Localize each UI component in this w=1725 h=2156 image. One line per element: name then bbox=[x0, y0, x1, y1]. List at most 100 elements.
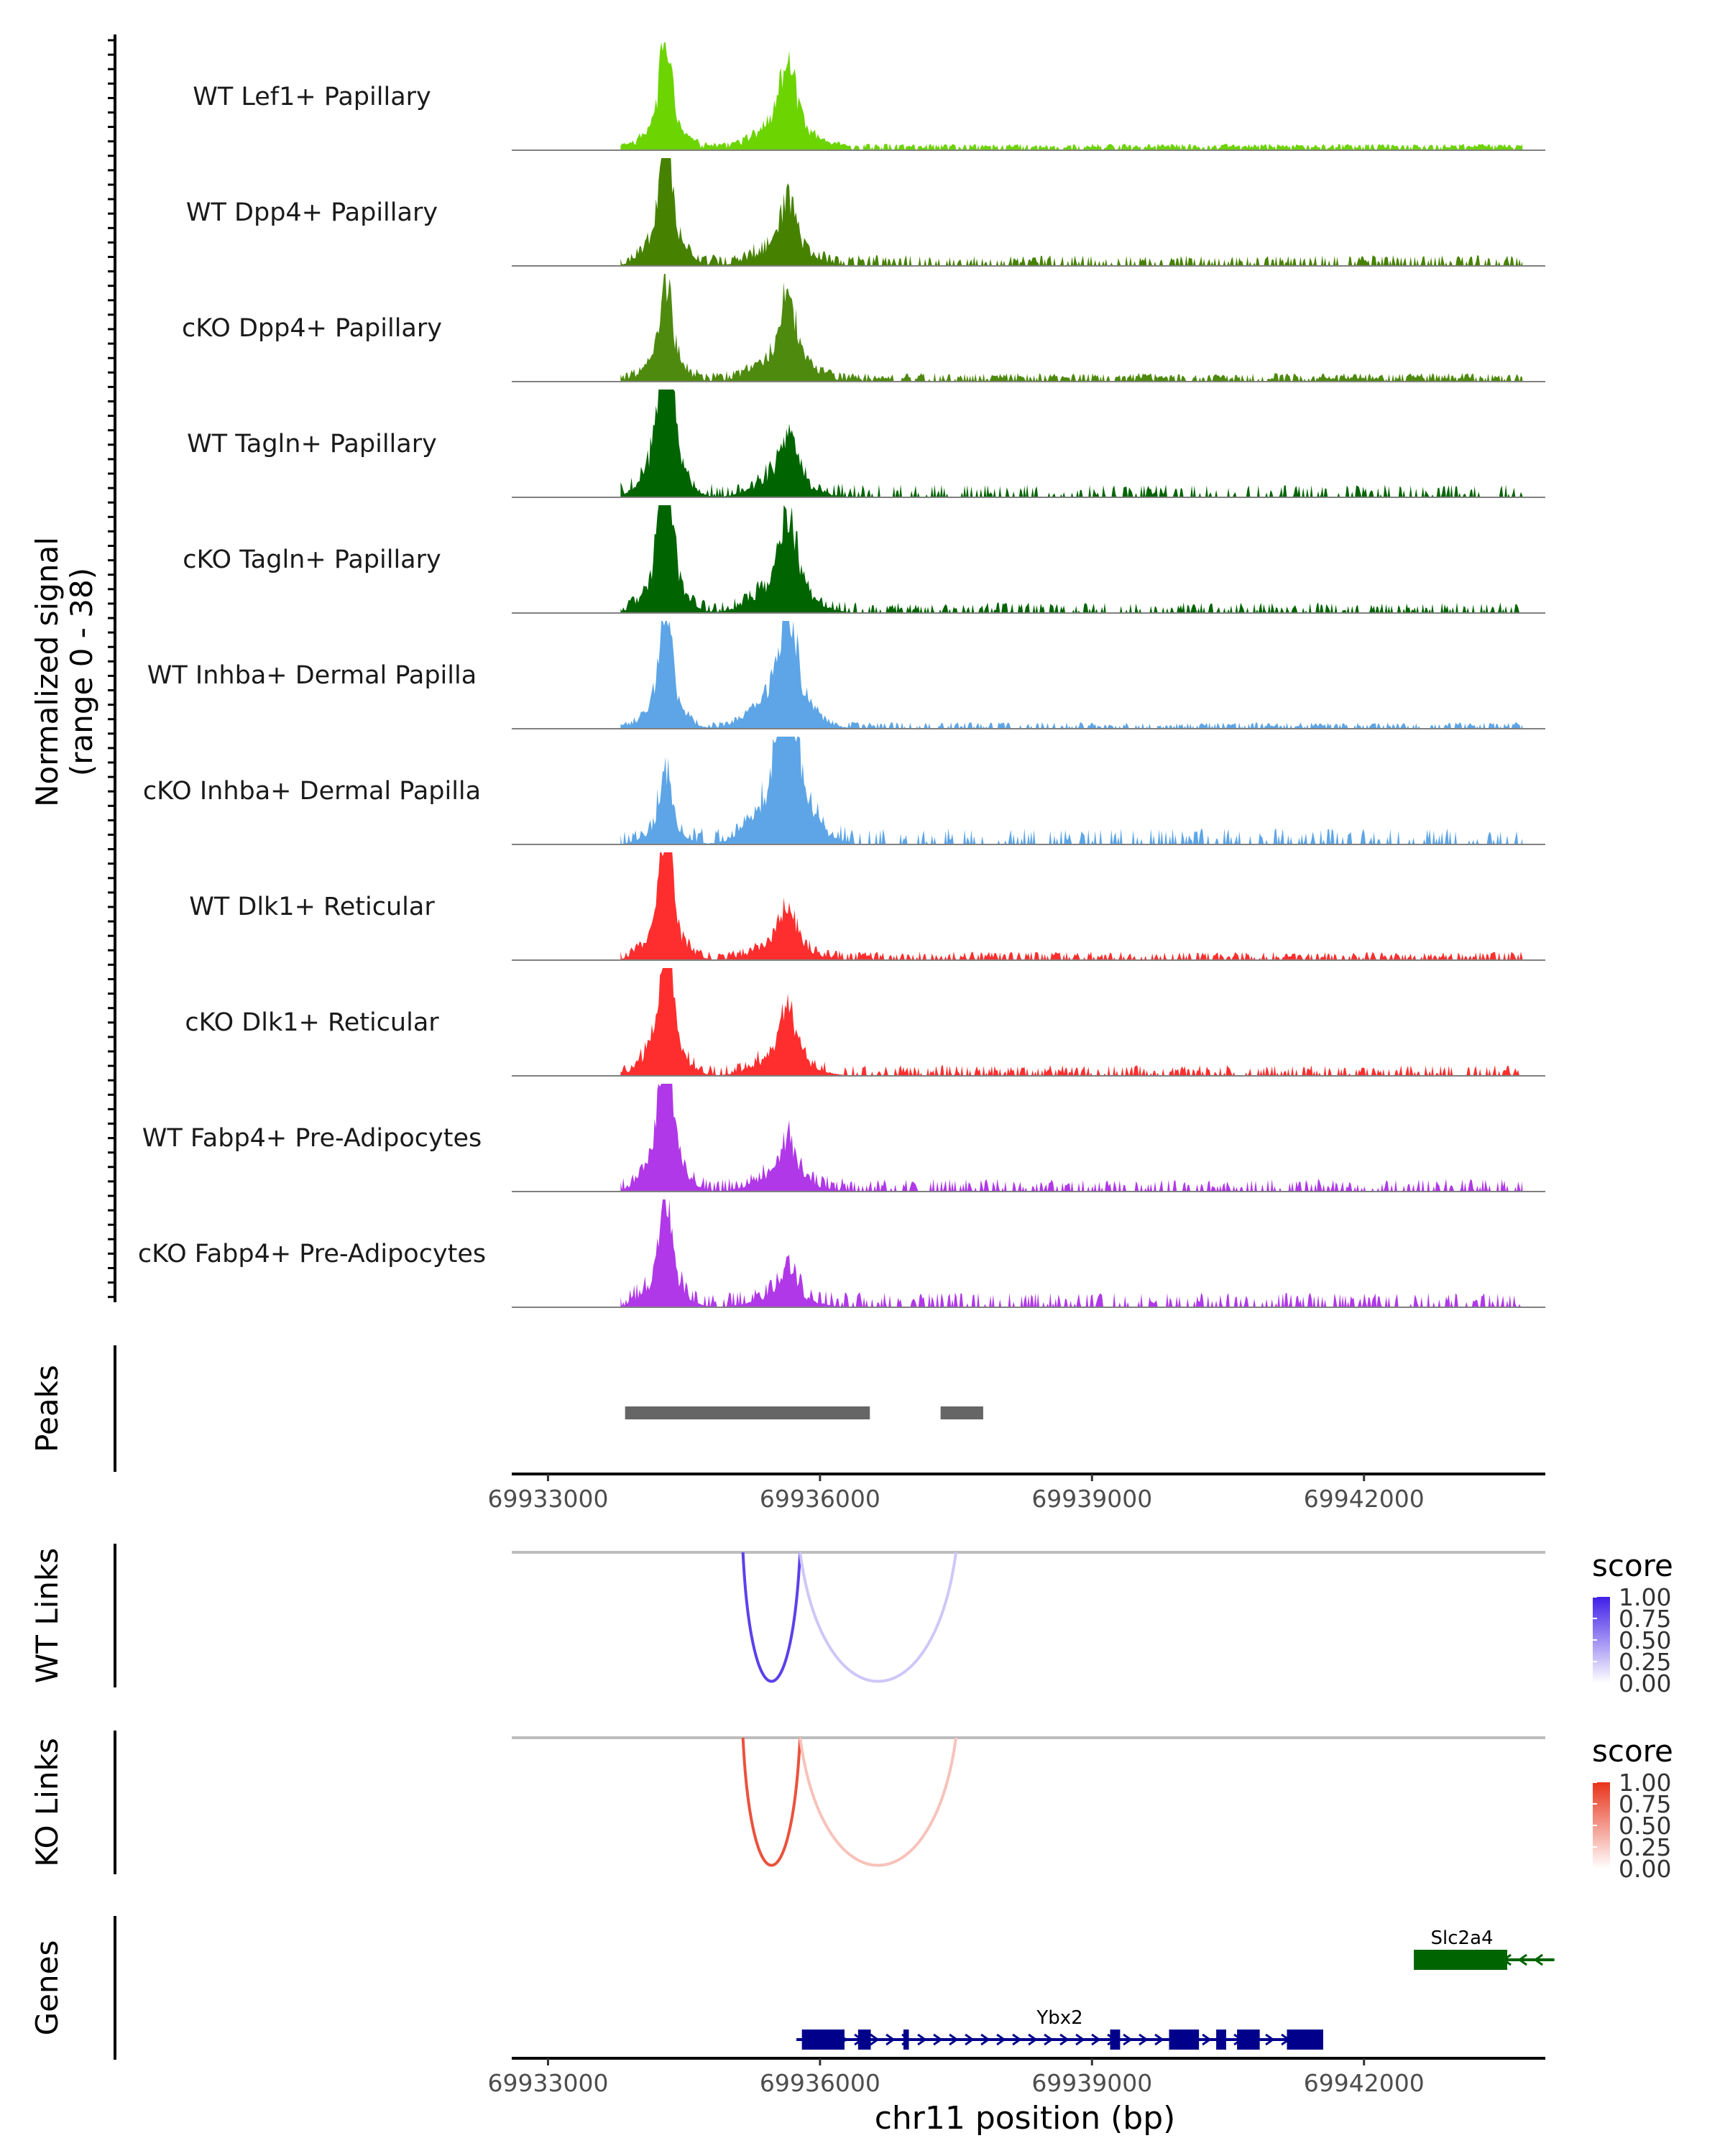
x-axis-title: chr11 position (bp) bbox=[875, 2100, 1176, 2137]
strand-arrow bbox=[1533, 1953, 1543, 1966]
strand-arrow bbox=[965, 2033, 975, 2046]
track-label: WT Tagln+ Papillary bbox=[187, 430, 437, 459]
gene-name: Slc2a4 bbox=[1431, 1927, 1494, 1949]
coverage-ylabel-line2: (range 0 - 38) bbox=[64, 568, 99, 776]
strand-arrow bbox=[1123, 2033, 1133, 2046]
strand-arrow bbox=[1075, 2033, 1085, 2046]
wt-links-label: WT Links bbox=[29, 1548, 65, 1683]
coverage-track-2: cKO Dpp4+ Papillary bbox=[182, 274, 1545, 382]
peaks-label: Peaks bbox=[29, 1365, 65, 1452]
x-tick-label: 69939000 bbox=[1031, 2069, 1152, 2097]
strand-arrow bbox=[917, 2033, 927, 2046]
x-tick-label: 69942000 bbox=[1304, 1485, 1425, 1513]
coverage-track-10: cKO Fabp4+ Pre-Adipocytes bbox=[138, 1199, 1545, 1308]
legend-tick-label: 0.00 bbox=[1619, 1669, 1671, 1697]
exon-6 bbox=[1237, 2030, 1260, 2050]
track-label: cKO Dpp4+ Papillary bbox=[182, 314, 442, 343]
coverage-track-3: WT Tagln+ Papillary bbox=[187, 390, 1545, 498]
track-label: cKO Dlk1+ Reticular bbox=[185, 1008, 439, 1037]
legend-tick-label: 0.25 bbox=[1619, 1833, 1671, 1861]
ko-links-panel: KO Links score 1.000.750.500.250.00 bbox=[29, 1731, 1673, 1883]
genes-label: Genes bbox=[29, 1940, 65, 2036]
peaks-x-ticks: 69933000 69936000 69939000 69942000 bbox=[487, 1474, 1425, 1513]
legend-tick-label: 0.75 bbox=[1619, 1605, 1671, 1633]
strand-arrow bbox=[1517, 1953, 1527, 1966]
x-tick-label: 69933000 bbox=[487, 2069, 608, 2097]
track-label: WT Dpp4+ Papillary bbox=[186, 198, 438, 227]
link-arc-0 bbox=[741, 1737, 802, 1867]
genes-x-ticks: 69933000 69936000 69939000 69942000 bbox=[487, 2058, 1425, 2097]
exon-4 bbox=[1169, 2030, 1200, 2050]
coverage-track-1: WT Dpp4+ Papillary bbox=[186, 158, 1545, 267]
peaks-panel: Peaks 69933000 69936000 69939000 69942000 bbox=[29, 1345, 1545, 1513]
gene-models: Slc2a4 Ybx2 bbox=[796, 1927, 1555, 2050]
link-arc-1 bbox=[799, 1552, 958, 1683]
legend-tick-label: 0.25 bbox=[1619, 1648, 1671, 1676]
coverage-panel: Normalized signal (range 0 - 38) WT Lef1… bbox=[29, 34, 1545, 1308]
x-tick-label: 69936000 bbox=[760, 2069, 880, 2097]
x-tick-label: 69936000 bbox=[760, 1485, 880, 1513]
strand-arrow bbox=[996, 2033, 1006, 2046]
coverage-tracks: WT Lef1+ Papillary WT Dpp4+ Papillary cKO … bbox=[138, 42, 1545, 1308]
coverage-track-6: cKO Inhba+ Dermal Papilla bbox=[143, 737, 1545, 845]
strand-arrow bbox=[886, 2033, 896, 2046]
strand-arrow bbox=[933, 2033, 943, 2046]
exon-5 bbox=[1216, 2030, 1226, 2050]
track-label: WT Inhba+ Dermal Papilla bbox=[147, 661, 477, 690]
gene-name: Ybx2 bbox=[1036, 2007, 1082, 2029]
coverage-track-4: cKO Tagln+ Papillary bbox=[183, 505, 1545, 614]
coverage-track-8: cKO Dlk1+ Reticular bbox=[185, 968, 1545, 1077]
legend-tick-label: 1.00 bbox=[1619, 1583, 1671, 1611]
strand-arrow bbox=[1138, 2033, 1149, 2046]
wt-link-arcs bbox=[741, 1552, 958, 1683]
strand-arrow bbox=[1028, 2033, 1038, 2046]
strand-arrow bbox=[1059, 2033, 1070, 2046]
wt-legend-title: score bbox=[1592, 1548, 1673, 1583]
link-arc-0 bbox=[741, 1552, 802, 1683]
ko-link-arcs bbox=[741, 1737, 958, 1867]
peak-regions bbox=[625, 1406, 983, 1419]
ko-links-legend: score 1.000.750.500.250.00 bbox=[1592, 1733, 1673, 1883]
strand-arrow bbox=[949, 2033, 959, 2046]
coverage-track-0: WT Lef1+ Papillary bbox=[193, 42, 1545, 151]
track-label: WT Fabp4+ Pre-Adipocytes bbox=[142, 1124, 482, 1153]
legend-tick-label: 0.00 bbox=[1619, 1855, 1671, 1883]
legend-tick-label: 0.50 bbox=[1619, 1812, 1671, 1840]
strand-arrow bbox=[1044, 2033, 1054, 2046]
strand-arrow bbox=[1012, 2033, 1022, 2046]
exon-0 bbox=[801, 2030, 845, 2050]
wt-legend-ticks: 1.000.750.500.250.00 bbox=[1593, 1583, 1671, 1697]
track-label: WT Lef1+ Papillary bbox=[193, 83, 431, 111]
strand-arrow bbox=[870, 2033, 880, 2046]
wt-links-legend: score 1.000.750.500.250.00 bbox=[1592, 1548, 1673, 1697]
link-arc-1 bbox=[799, 1737, 958, 1867]
exon-2 bbox=[903, 2030, 909, 2050]
x-tick-label: 69942000 bbox=[1304, 2069, 1425, 2097]
track-label: WT Dlk1+ Reticular bbox=[189, 893, 435, 921]
track-label: cKO Fabp4+ Pre-Adipocytes bbox=[138, 1240, 486, 1268]
wt-links-panel: WT Links score 1.000.750.500.250.00 bbox=[29, 1544, 1673, 1697]
exon-7 bbox=[1287, 2030, 1323, 2050]
exon-0 bbox=[1414, 1950, 1508, 1970]
ko-legend-title: score bbox=[1592, 1733, 1673, 1769]
coverage-y-ticks bbox=[108, 39, 115, 1299]
peak-region-1 bbox=[940, 1406, 983, 1419]
strand-arrow bbox=[1091, 2033, 1101, 2046]
exon-3 bbox=[1110, 2030, 1121, 2050]
legend-tick-label: 0.50 bbox=[1619, 1626, 1671, 1654]
legend-tick-label: 0.75 bbox=[1619, 1790, 1671, 1818]
coverage-track-7: WT Dlk1+ Reticular bbox=[189, 852, 1545, 961]
track-label: cKO Tagln+ Papillary bbox=[183, 545, 441, 574]
coverage-area bbox=[620, 737, 1523, 844]
coverage-track-9: WT Fabp4+ Pre-Adipocytes bbox=[142, 1084, 1545, 1192]
genes-panel: Genes Slc2a4 Ybx2 69933000 69936000 6993900… bbox=[29, 1916, 1555, 2137]
strand-arrow bbox=[1154, 2033, 1164, 2046]
ko-legend-ticks: 1.000.750.500.250.00 bbox=[1593, 1769, 1671, 1883]
peak-region-0 bbox=[625, 1406, 870, 1419]
coverage-ylabel-line1: Normalized signal bbox=[29, 537, 65, 807]
x-tick-label: 69939000 bbox=[1031, 1485, 1152, 1513]
coverage-track-5: WT Inhba+ Dermal Papilla bbox=[147, 621, 1545, 729]
legend-tick-label: 1.00 bbox=[1619, 1769, 1671, 1797]
